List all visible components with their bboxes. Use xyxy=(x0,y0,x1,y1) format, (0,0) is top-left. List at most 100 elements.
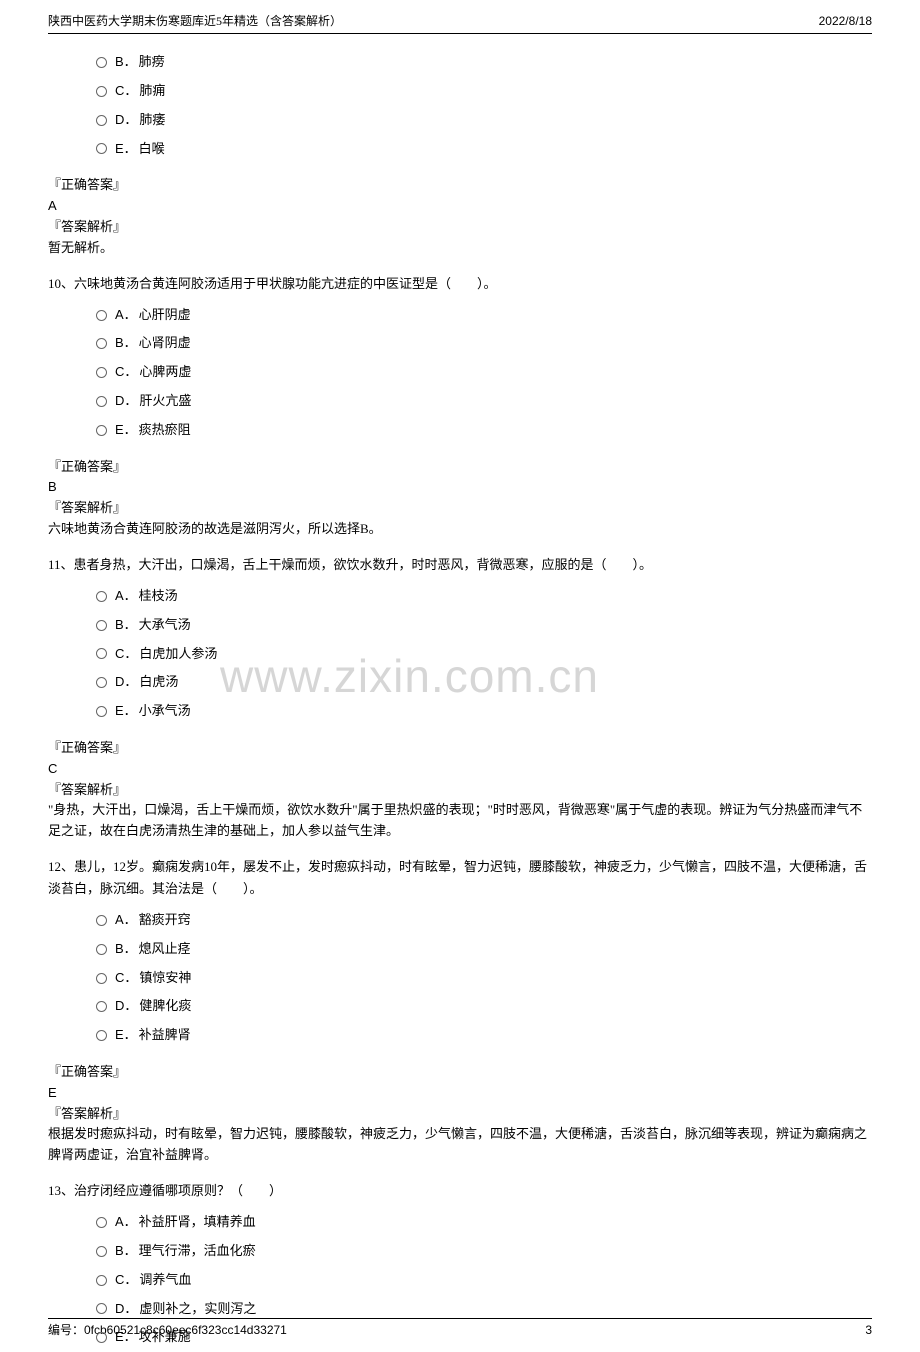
option-letter: B． xyxy=(115,939,137,960)
correct-answer-label: 『正确答案』 xyxy=(48,457,872,478)
question-block-10: 10、六味地黄汤合黄连阿胶汤适用于甲状腺功能亢进症的中医证型是（ ）。 A． 心… xyxy=(48,273,872,540)
option-e[interactable]: E． 攻补兼施 xyxy=(48,1323,872,1352)
option-d[interactable]: D． 虚则补之，实则泻之 xyxy=(48,1295,872,1324)
option-text: 白虎加人参汤 xyxy=(139,644,217,665)
option-a[interactable]: A． 心肝阴虚 xyxy=(48,301,872,330)
option-letter: B． xyxy=(115,52,137,73)
option-letter: A． xyxy=(115,305,137,326)
option-text: 补益脾肾 xyxy=(139,1025,191,1046)
radio-icon xyxy=(96,620,107,631)
option-text: 白喉 xyxy=(139,139,165,160)
option-text: 镇惊安神 xyxy=(139,968,191,989)
document-content: B． 肺痨 C． 肺痈 D． 肺痿 E． 白喉 『正确答案』 A 『答案解 xyxy=(48,48,872,1352)
option-d[interactable]: D． 肝火亢盛 xyxy=(48,387,872,416)
header-title: 陕西中医药大学期末伤寒题库近5年精选（含答案解析） xyxy=(48,12,342,31)
analysis-text: "身热，大汗出，口燥渴，舌上干燥而烦，欲饮水数升"属于里热炽盛的表现；"时时恶风… xyxy=(48,800,872,842)
option-letter: D． xyxy=(115,996,137,1017)
option-letter: C． xyxy=(115,968,137,989)
option-d[interactable]: D． 白虎汤 xyxy=(48,668,872,697)
question-stem: 10、六味地黄汤合黄连阿胶汤适用于甲状腺功能亢进症的中医证型是（ ）。 xyxy=(48,273,872,295)
option-letter: E． xyxy=(115,139,137,160)
option-letter: C． xyxy=(115,644,137,665)
answer-block: 『正确答案』 C 『答案解析』 "身热，大汗出，口燥渴，舌上干燥而烦，欲饮水数升… xyxy=(48,738,872,842)
radio-icon xyxy=(96,143,107,154)
option-e[interactable]: E． 痰热瘀阻 xyxy=(48,416,872,445)
option-text: 桂枝汤 xyxy=(139,586,178,607)
answer-block: 『正确答案』 A 『答案解析』 暂无解析。 xyxy=(48,175,872,258)
option-text: 肝火亢盛 xyxy=(139,391,191,412)
option-c[interactable]: C． 心脾两虚 xyxy=(48,358,872,387)
radio-icon xyxy=(96,944,107,955)
option-letter: C． xyxy=(115,1270,137,1291)
analysis-label: 『答案解析』 xyxy=(48,498,872,519)
question-stem: 12、患儿，12岁。癫痫发病10年，屡发不止，发时瘛疭抖动，时有眩晕，智力迟钝，… xyxy=(48,856,872,900)
radio-icon xyxy=(96,115,107,126)
option-letter: D． xyxy=(115,110,137,131)
correct-answer-value: C xyxy=(48,759,872,780)
option-letter: B． xyxy=(115,333,137,354)
option-text: 肺痨 xyxy=(139,52,165,73)
option-letter: C． xyxy=(115,362,137,383)
option-c[interactable]: C． 白虎加人参汤 xyxy=(48,640,872,669)
radio-icon xyxy=(96,648,107,659)
question-block-9: B． 肺痨 C． 肺痈 D． 肺痿 E． 白喉 『正确答案』 A 『答案解 xyxy=(48,48,872,258)
option-text: 心肾阴虚 xyxy=(139,333,191,354)
radio-icon xyxy=(96,1332,107,1343)
radio-icon xyxy=(96,1303,107,1314)
option-b[interactable]: B． 熄风止痉 xyxy=(48,935,872,964)
radio-icon xyxy=(96,1030,107,1041)
option-c[interactable]: C． 调养气血 xyxy=(48,1266,872,1295)
option-text: 大承气汤 xyxy=(139,615,191,636)
radio-icon xyxy=(96,86,107,97)
question-block-11: 11、患者身热，大汗出，口燥渴，舌上干燥而烦，欲饮水数升，时时恶风，背微恶寒，应… xyxy=(48,554,872,842)
option-e[interactable]: E． 小承气汤 xyxy=(48,697,872,726)
correct-answer-label: 『正确答案』 xyxy=(48,175,872,196)
option-a[interactable]: A． 豁痰开窍 xyxy=(48,906,872,935)
option-c[interactable]: C． 肺痈 xyxy=(48,77,872,106)
option-text: 心肝阴虚 xyxy=(139,305,191,326)
analysis-text: 六味地黄汤合黄连阿胶汤的故选是滋阴泻火，所以选择B。 xyxy=(48,519,872,540)
correct-answer-label: 『正确答案』 xyxy=(48,1062,872,1083)
option-letter: D． xyxy=(115,391,137,412)
option-e[interactable]: E． 补益脾肾 xyxy=(48,1021,872,1050)
radio-icon xyxy=(96,396,107,407)
radio-icon xyxy=(96,367,107,378)
option-letter: A． xyxy=(115,1212,137,1233)
option-d[interactable]: D． 健脾化痰 xyxy=(48,992,872,1021)
correct-answer-value: B xyxy=(48,477,872,498)
option-letter: A． xyxy=(115,910,137,931)
option-text: 补益肝肾，填精养血 xyxy=(139,1212,256,1233)
option-d[interactable]: D． 肺痿 xyxy=(48,106,872,135)
option-text: 肺痈 xyxy=(139,81,165,102)
option-a[interactable]: A． 桂枝汤 xyxy=(48,582,872,611)
analysis-label: 『答案解析』 xyxy=(48,780,872,801)
answer-block: 『正确答案』 B 『答案解析』 六味地黄汤合黄连阿胶汤的故选是滋阴泻火，所以选择… xyxy=(48,457,872,540)
option-text: 小承气汤 xyxy=(139,701,191,722)
radio-icon xyxy=(96,57,107,68)
option-letter: E． xyxy=(115,420,137,441)
option-a[interactable]: A． 补益肝肾，填精养血 xyxy=(48,1208,872,1237)
radio-icon xyxy=(96,1001,107,1012)
page-header: 陕西中医药大学期末伤寒题库近5年精选（含答案解析） 2022/8/18 xyxy=(48,12,872,34)
option-b[interactable]: B． 心肾阴虚 xyxy=(48,329,872,358)
option-text: 熄风止痉 xyxy=(139,939,191,960)
option-text: 痰热瘀阻 xyxy=(139,420,191,441)
option-b[interactable]: B． 理气行滞，活血化瘀 xyxy=(48,1237,872,1266)
radio-icon xyxy=(96,915,107,926)
option-letter: A． xyxy=(115,586,137,607)
option-c[interactable]: C． 镇惊安神 xyxy=(48,964,872,993)
option-b[interactable]: B． 肺痨 xyxy=(48,48,872,77)
radio-icon xyxy=(96,677,107,688)
radio-icon xyxy=(96,425,107,436)
correct-answer-label: 『正确答案』 xyxy=(48,738,872,759)
option-b[interactable]: B． 大承气汤 xyxy=(48,611,872,640)
analysis-text: 暂无解析。 xyxy=(48,238,872,259)
radio-icon xyxy=(96,310,107,321)
option-letter: B． xyxy=(115,615,137,636)
option-text: 心脾两虚 xyxy=(139,362,191,383)
radio-icon xyxy=(96,973,107,984)
option-e[interactable]: E． 白喉 xyxy=(48,135,872,164)
correct-answer-value: E xyxy=(48,1083,872,1104)
question-stem: 13、治疗闭经应遵循哪项原则？（ ） xyxy=(48,1180,872,1202)
answer-block: 『正确答案』 E 『答案解析』 根据发时瘛疭抖动，时有眩晕，智力迟钝，腰膝酸软，… xyxy=(48,1062,872,1166)
